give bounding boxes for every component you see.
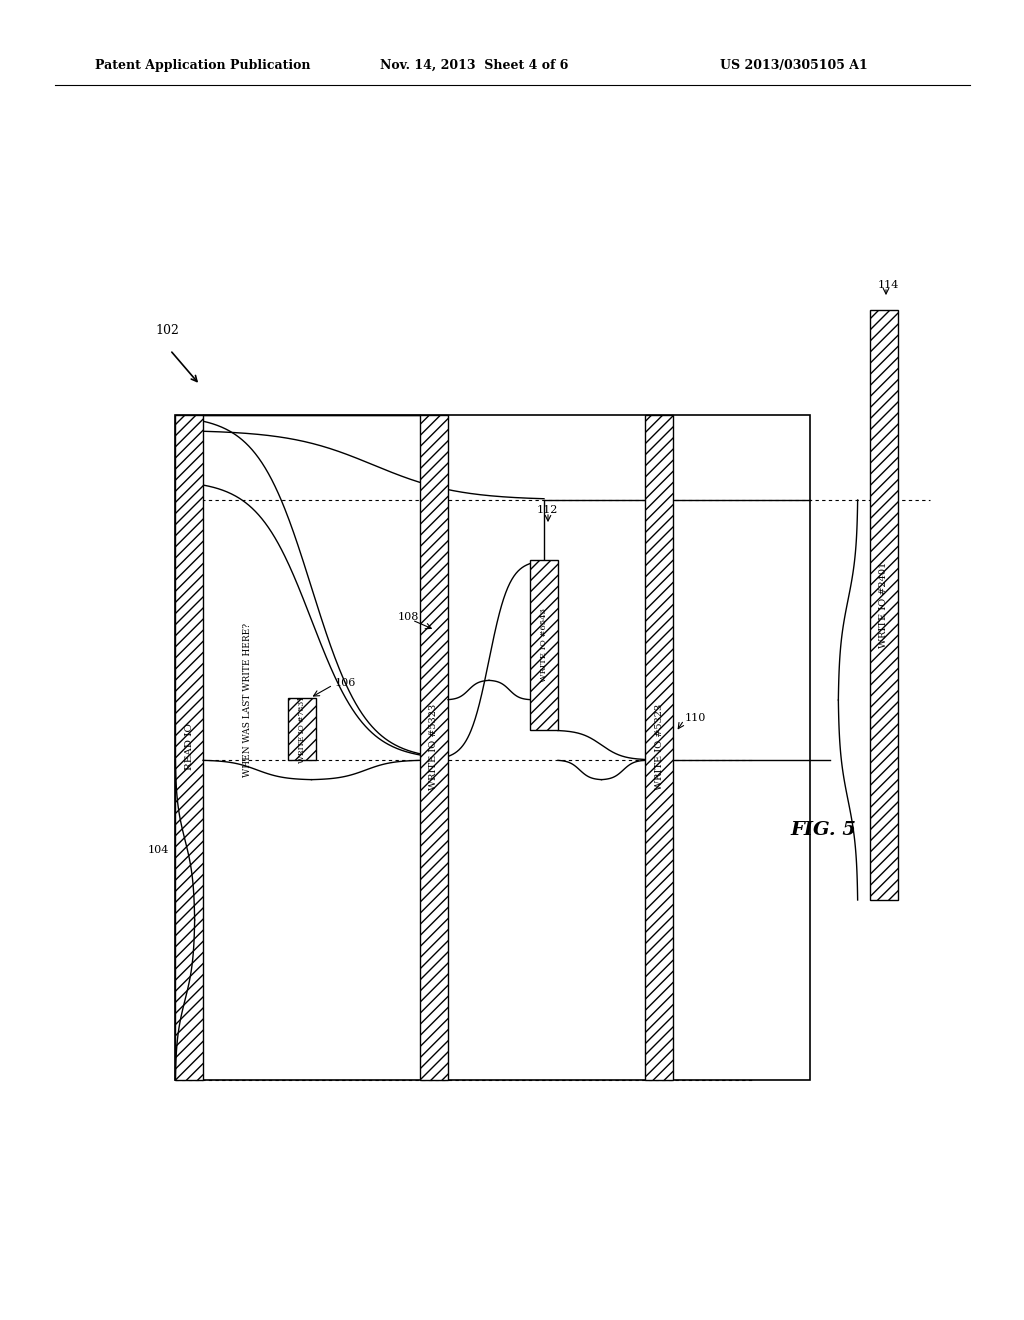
Text: Patent Application Publication: Patent Application Publication <box>95 58 310 71</box>
Bar <box>870 310 898 900</box>
Text: US 2013/0305105 A1: US 2013/0305105 A1 <box>720 58 867 71</box>
Bar <box>420 414 449 1080</box>
Bar <box>175 414 810 1080</box>
Text: 114: 114 <box>878 280 899 290</box>
Text: 110: 110 <box>685 713 707 723</box>
Bar <box>175 414 203 1080</box>
Bar <box>645 414 673 1080</box>
Text: Nov. 14, 2013  Sheet 4 of 6: Nov. 14, 2013 Sheet 4 of 6 <box>380 58 568 71</box>
Text: WRITE IO #5323: WRITE IO #5323 <box>429 704 438 791</box>
Text: 104: 104 <box>148 845 169 855</box>
Text: 112: 112 <box>537 506 558 515</box>
Text: WHEN WAS LAST WRITE HERE?: WHEN WAS LAST WRITE HERE? <box>244 623 253 777</box>
Text: WRITE IO #6543: WRITE IO #6543 <box>540 609 548 682</box>
Bar <box>288 698 316 760</box>
Text: WRITE IO #2401: WRITE IO #2401 <box>880 562 889 648</box>
Bar <box>530 560 558 730</box>
Text: WRITE IO #7831: WRITE IO #7831 <box>298 696 306 763</box>
Text: WRITE IO #5323: WRITE IO #5323 <box>654 704 664 791</box>
Text: 106: 106 <box>335 678 356 688</box>
Text: 102: 102 <box>155 323 179 337</box>
Text: FIG. 5: FIG. 5 <box>790 821 856 840</box>
Text: READ IO: READ IO <box>184 723 194 771</box>
Text: 108: 108 <box>398 612 420 622</box>
